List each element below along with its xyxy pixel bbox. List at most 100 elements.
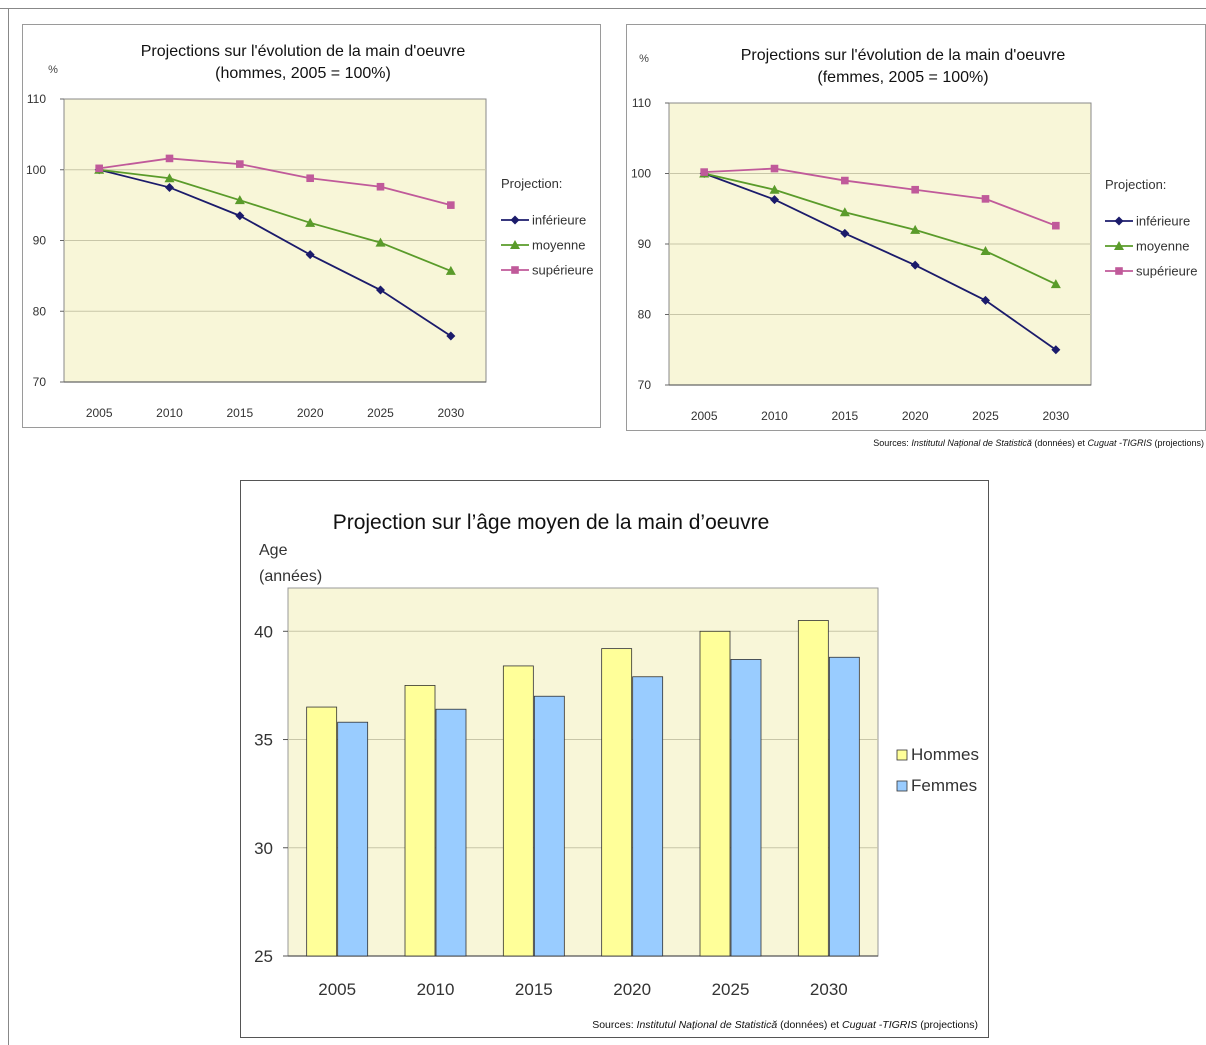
data-point: [446, 331, 456, 341]
plot-area: [287, 587, 879, 957]
bar-femmes: [337, 721, 369, 957]
x-tick-label: 2010: [156, 406, 183, 420]
x-tick-label: 2010: [417, 980, 455, 999]
y-tick-label: 40: [254, 622, 273, 641]
series-line-2: [704, 167, 1057, 227]
y-tick-label: 70: [33, 375, 47, 389]
y-tick-label: 100: [26, 163, 46, 177]
y-tick-label: 70: [638, 378, 652, 392]
chart-title: Projections sur l'évolution de la main d…: [141, 43, 466, 60]
legend-label: supérieure: [532, 263, 593, 278]
data-point: [445, 265, 456, 275]
source-note-age: Sources: Institutul Național de Statisti…: [592, 1019, 978, 1031]
y-axis-label: Age: [259, 542, 288, 559]
bar-femmes: [828, 656, 860, 957]
bar-femmes: [730, 659, 762, 957]
y-axis-label: %: [639, 53, 649, 65]
bar-hommes: [502, 665, 534, 957]
legend-label: Hommes: [911, 745, 979, 764]
data-point: [840, 228, 850, 238]
series-line-0: [703, 172, 1057, 351]
data-point: [235, 211, 245, 221]
bar-hommes: [797, 620, 829, 957]
data-point: [841, 176, 849, 185]
legend-marker: [510, 215, 520, 225]
x-tick-label: 2020: [613, 980, 651, 999]
chart-panel-age: 25 30 35 40 2005 2010 2015 2020 2025 2030 Projecti…: [240, 480, 989, 1038]
legend-swatch: [896, 749, 908, 761]
source-prefix: Sources:: [592, 1019, 637, 1031]
x-tick-label: 2020: [297, 406, 324, 420]
x-tick-label: 2025: [972, 409, 999, 423]
source-suffix: (projections): [1151, 438, 1204, 448]
x-tick-label: 2005: [86, 406, 113, 420]
legend-marker: [511, 266, 519, 274]
y-tick-label: 100: [631, 167, 651, 181]
data-point: [770, 164, 779, 173]
women-line-chart: 70 80 90 100 110 2005 2010 2015 2020 2025 2030% Pro…: [631, 47, 1197, 423]
source-suffix: (projections): [917, 1019, 978, 1031]
chart-title: Projections sur l'évolution de la main d…: [741, 47, 1066, 64]
data-point: [234, 195, 245, 205]
data-point: [376, 285, 385, 295]
y-tick-label: 90: [638, 237, 652, 251]
y-tick-label: 110: [27, 92, 46, 106]
data-point: [770, 195, 779, 205]
data-point: [447, 201, 455, 209]
x-tick-label: 2005: [318, 980, 356, 999]
x-tick-label: 2030: [810, 980, 848, 999]
source-mid: (données) et: [1031, 438, 1088, 448]
age-bar-chart: 25 30 35 40 2005 2010 2015 2020 2025 2030 Projecti…: [254, 511, 979, 999]
chart-subtitle: (femmes, 2005 = 100%): [817, 69, 988, 86]
data-point: [980, 246, 991, 256]
y-tick-label: 90: [33, 234, 47, 248]
y-tick-label: 80: [638, 308, 652, 322]
y-tick-label: 35: [254, 731, 273, 750]
x-tick-label: 2005: [691, 409, 718, 423]
source-mid: (données) et: [777, 1019, 843, 1031]
data-point: [164, 173, 175, 183]
y-tick-label: 110: [632, 96, 651, 110]
x-tick-label: 2025: [712, 980, 750, 999]
chart-title: Projection sur l’âge moyen de la main d’…: [333, 511, 770, 534]
data-point: [1052, 221, 1060, 230]
y-axis-label-unit: (années): [259, 568, 322, 585]
y-tick-label: 80: [33, 304, 47, 318]
data-point: [1051, 345, 1061, 355]
source-ins: Institutul Național de Statistică: [636, 1019, 778, 1031]
data-point: [165, 182, 174, 192]
legend-label: Femmes: [911, 776, 977, 795]
bar-femmes: [435, 708, 467, 957]
x-tick-label: 2030: [437, 406, 464, 420]
top-border-line: [0, 8, 1206, 9]
data-point: [1050, 279, 1061, 289]
data-point: [305, 217, 316, 227]
data-point: [376, 182, 385, 191]
x-tick-label: 2010: [761, 409, 788, 423]
chart-panel-women: 70 80 90 100 110 2005 2010 2015 2020 2025 2030% Pro…: [626, 24, 1206, 431]
x-tick-label: 2015: [831, 409, 858, 423]
legend-label: moyenne: [532, 238, 585, 253]
legend-label: supérieure: [1136, 264, 1197, 279]
data-point: [236, 160, 244, 168]
data-point: [910, 224, 921, 234]
data-point: [305, 250, 315, 260]
x-tick-label: 2025: [367, 406, 394, 420]
data-point: [769, 184, 780, 194]
bar-hommes: [601, 648, 633, 957]
left-border-line: [8, 8, 9, 1045]
bar-femmes: [533, 695, 565, 957]
series-line-1: [703, 172, 1057, 285]
source-tigris: Cuguat -TIGRIS: [1087, 438, 1152, 448]
data-point: [375, 237, 386, 247]
legend-title: Projection:: [501, 176, 562, 191]
data-point: [981, 195, 990, 203]
data-point: [165, 154, 174, 163]
legend-marker: [510, 240, 520, 249]
men-line-chart: 70 80 90 100 110 2005 2010 2015 2020 2025 2030% Pro…: [26, 43, 593, 420]
source-prefix: Sources:: [873, 438, 912, 448]
data-point: [306, 174, 314, 183]
legend-label: inférieure: [532, 213, 586, 228]
bar-hommes: [306, 706, 338, 957]
source-tigris: Cuguat -TIGRIS: [842, 1019, 918, 1031]
